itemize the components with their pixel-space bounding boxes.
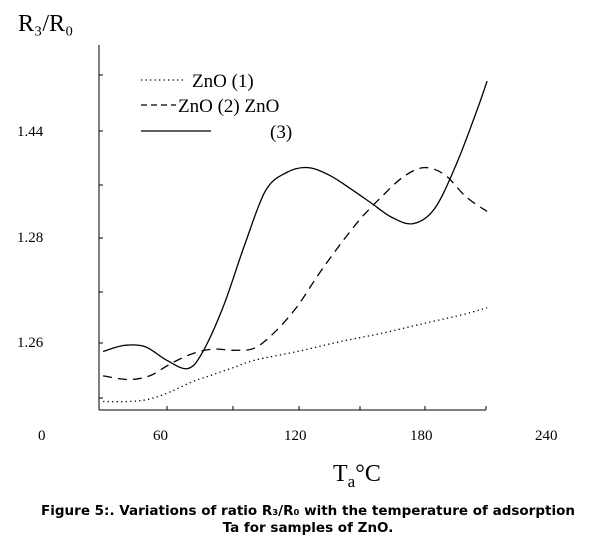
x-ticks: [98, 406, 487, 410]
x-axis-title-sub: a: [348, 472, 356, 490]
y-ticks: [99, 74, 103, 399]
x-axis-title-main: T: [333, 461, 348, 487]
y-tick-label-1.44: 1.44: [17, 124, 44, 140]
x-tick-label-60: 60: [153, 428, 168, 444]
legend-label-1: ZnO (1): [192, 71, 254, 92]
x-tick-label-240: 240: [535, 428, 558, 444]
x-axis-title: Ta°C: [333, 461, 381, 490]
chart: R₃/R₀ 1.44 1.28 1.26 0 60 120 180 240 Ta…: [17, 11, 558, 490]
x-tick-label-0: 0: [38, 428, 46, 444]
y-tick-label-1.28: 1.28: [17, 230, 43, 246]
series-zno-3-solid: [102, 80, 488, 370]
x-tick-label-180: 180: [410, 428, 433, 444]
series-zno-2-dashed: [103, 166, 488, 381]
legend-label-2: ZnO (2) ZnO: [178, 96, 279, 117]
y-axis-title: R₃/R₀: [18, 11, 73, 37]
caption-line-1: Figure 5:. Variations of ratio R₃/R₀ wit…: [41, 503, 575, 519]
series-zno-1-dotted: [103, 307, 488, 403]
legend-label-3: (3): [270, 122, 292, 143]
x-tick-label-120: 120: [284, 428, 307, 444]
figure-caption: Figure 5:. Variations of ratio R₃/R₀ wit…: [0, 503, 616, 537]
caption-line-2: Ta for samples of ZnO.: [222, 520, 394, 536]
y-tick-label-1.26: 1.26: [17, 335, 44, 351]
legend: ZnO (1) ZnO (2) ZnO (3): [141, 71, 292, 143]
x-axis-title-unit: °C: [355, 461, 381, 487]
